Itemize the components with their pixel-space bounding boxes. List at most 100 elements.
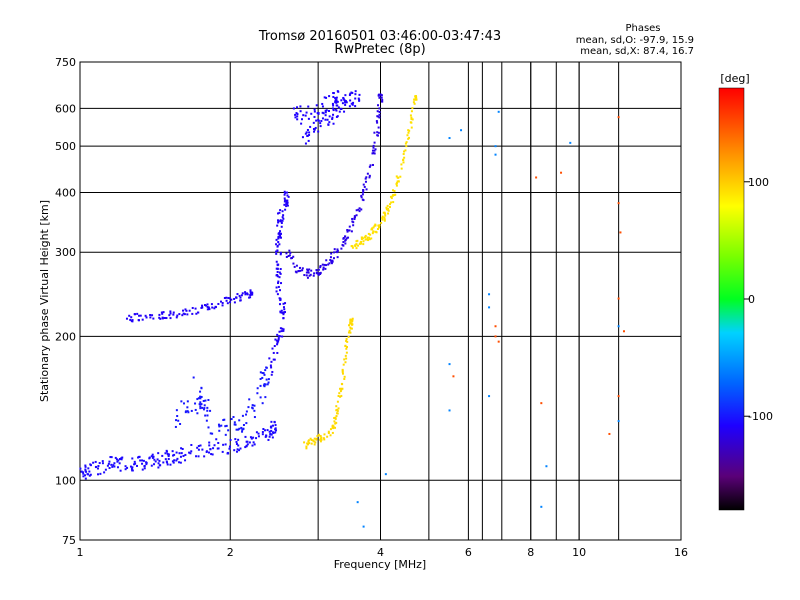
data-point [359, 241, 362, 244]
data-point [334, 422, 337, 425]
data-point [332, 95, 335, 98]
data-point [214, 306, 217, 309]
data-point [233, 301, 236, 304]
data-point [154, 460, 157, 463]
data-point [166, 452, 169, 455]
data-point [275, 429, 278, 432]
data-point [357, 244, 360, 247]
data-point [304, 142, 307, 145]
data-point [360, 208, 363, 211]
data-point [248, 296, 251, 299]
data-point [194, 402, 197, 405]
data-point [374, 230, 377, 233]
data-point [327, 109, 330, 112]
data-point [365, 176, 368, 179]
data-point [323, 263, 326, 266]
data-point [376, 115, 379, 118]
data-point [376, 227, 379, 230]
data-point [364, 180, 367, 183]
data-point [276, 341, 279, 344]
data-point [374, 223, 377, 226]
data-point [371, 149, 374, 152]
data-point [278, 303, 281, 306]
data-point [222, 443, 225, 446]
data-point [97, 473, 100, 476]
data-point [337, 106, 340, 109]
data-point [276, 224, 279, 227]
data-point [282, 302, 285, 305]
data-point [158, 459, 161, 462]
data-point [211, 453, 214, 456]
data-point [336, 100, 339, 103]
data-point [209, 448, 212, 451]
data-point [373, 141, 376, 144]
data-point [362, 191, 365, 194]
data-point [190, 450, 193, 453]
data-point [217, 302, 220, 305]
data-point [207, 426, 210, 429]
data-point [336, 90, 339, 93]
data-point [324, 114, 327, 117]
data-point [350, 322, 353, 325]
colorbar-ticks: 100 0 -100 [744, 176, 773, 423]
data-point [306, 442, 309, 445]
data-point [143, 467, 146, 470]
data-point [351, 91, 354, 94]
data-point [276, 267, 279, 270]
data-point [321, 111, 324, 114]
data-point [195, 312, 198, 315]
data-point [342, 97, 345, 100]
phase-stats-x: mean, sd,X: 87.4, 16.7 [580, 46, 694, 57]
data-point [242, 427, 245, 430]
data-point [368, 238, 371, 241]
data-point [332, 91, 335, 94]
data-point [329, 428, 332, 431]
data-point [89, 464, 92, 467]
data-point [309, 273, 312, 276]
data-point [226, 302, 229, 305]
data-point [372, 230, 375, 233]
data-point [279, 219, 282, 222]
data-point [246, 440, 249, 443]
data-point [110, 463, 113, 466]
data-point [224, 443, 227, 446]
data-point [306, 134, 309, 137]
data-point [374, 148, 377, 151]
data-point [114, 456, 117, 459]
data-point [212, 447, 215, 450]
data-point [245, 445, 248, 448]
data-point [308, 442, 311, 445]
data-point [207, 399, 210, 402]
data-point [337, 394, 340, 397]
x-tick-label: 10 [572, 546, 586, 559]
data-point [346, 230, 349, 233]
data-point [336, 409, 339, 412]
data-point [275, 274, 278, 277]
data-point [327, 430, 330, 433]
data-point [160, 311, 163, 314]
data-point [275, 252, 278, 255]
data-point [345, 351, 348, 354]
data-point [236, 293, 239, 296]
data-point [329, 256, 332, 259]
data-point [246, 443, 249, 446]
data-point [280, 282, 283, 285]
data-point [341, 369, 344, 372]
data-point [275, 267, 278, 270]
data-point [237, 438, 240, 441]
data-point [125, 317, 128, 320]
data-point [346, 229, 349, 232]
data-point [279, 272, 282, 275]
data-point [328, 95, 331, 98]
data-point [204, 399, 207, 402]
data-point [315, 272, 318, 275]
data-point [319, 438, 322, 441]
data-point [316, 434, 319, 437]
data-point [335, 415, 338, 418]
data-point [317, 268, 320, 271]
data-point [448, 363, 451, 366]
data-point [320, 119, 323, 122]
data-point [305, 131, 308, 134]
data-point [210, 303, 213, 306]
data-point [327, 432, 330, 435]
